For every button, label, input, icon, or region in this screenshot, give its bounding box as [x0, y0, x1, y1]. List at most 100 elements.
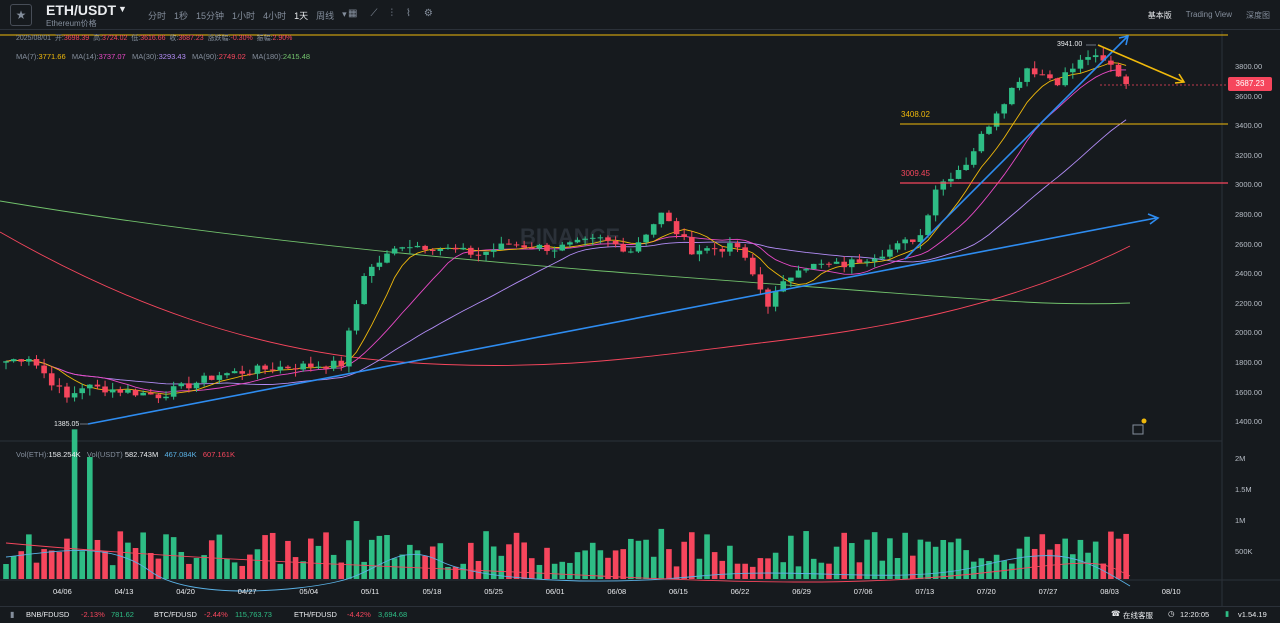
support-link[interactable]: 在线客服	[1123, 611, 1153, 620]
star-icon[interactable]: ★	[10, 4, 32, 26]
candle	[315, 366, 322, 368]
volume-bar	[551, 563, 558, 579]
volume-bar	[833, 546, 840, 579]
interval-tab-active[interactable]: 1天	[294, 11, 309, 21]
chevron-down-icon[interactable]: ▾	[342, 9, 347, 19]
interval-tab[interactable]: 1小时	[232, 11, 256, 21]
volume-bar	[109, 565, 116, 579]
volume-bar	[1009, 563, 1015, 579]
volume-bar	[269, 532, 276, 579]
interval-tab[interactable]: 周线	[316, 11, 335, 21]
volume-bar	[1024, 536, 1030, 579]
candle	[978, 133, 985, 152]
candle-type-icon[interactable]: ⫶	[390, 8, 393, 19]
volume-bar	[795, 566, 802, 579]
candle	[658, 212, 665, 225]
candle	[94, 384, 101, 387]
volume-bar	[1047, 549, 1053, 579]
volume-bar	[498, 555, 505, 579]
candle	[102, 386, 108, 393]
candle	[1108, 60, 1114, 65]
volume-bar	[1039, 534, 1046, 579]
draw-icon[interactable]: ⟋	[370, 8, 378, 19]
volume-bar	[879, 560, 886, 579]
candle	[1031, 68, 1038, 75]
ma-value: 3771.66	[38, 52, 66, 61]
volume-bar	[1108, 531, 1114, 579]
symbol-subtitle[interactable]: Ethereum价格	[46, 19, 97, 28]
level-label: 3009.45	[901, 169, 930, 178]
volume-bar	[620, 549, 627, 579]
ticker-symbol[interactable]: BNB/FDUSD	[26, 610, 70, 619]
volume-bar	[277, 563, 284, 579]
ticker-symbol[interactable]: BTC/FDUSD	[154, 610, 197, 619]
chevron-down-icon[interactable]: ▼	[118, 4, 127, 14]
vol-legend[interactable]: Vol(ETH):158.254K Vol(USDT) 582.743M 467…	[16, 450, 235, 459]
price-tick: 2000.00	[1235, 328, 1263, 338]
volume-bar	[673, 566, 680, 579]
volume-bar	[970, 561, 977, 579]
crosshair-icon[interactable]: ▦	[348, 8, 358, 19]
volume-bar	[71, 429, 78, 579]
candle	[506, 243, 512, 245]
trend-line	[87, 217, 1157, 425]
volume-bar	[186, 563, 192, 579]
candle	[285, 366, 291, 369]
candle	[71, 393, 78, 398]
vol-ma-value: 607.161K	[202, 450, 235, 459]
candle	[1100, 55, 1107, 61]
date-tick: 07/13	[915, 587, 935, 596]
volume-bar	[803, 531, 809, 579]
interval-tab[interactable]: 15分钟	[196, 11, 225, 21]
volume-bar	[765, 558, 771, 579]
candle	[445, 247, 451, 249]
date-tick: 06/15	[669, 587, 688, 596]
interval-tab[interactable]: 4小时	[263, 11, 287, 21]
date-tick: 06/01	[545, 587, 565, 596]
headset-icon[interactable]: ☎	[1111, 609, 1121, 618]
candle	[528, 247, 535, 249]
volume-bar	[201, 555, 207, 579]
vol-label: Vol(USDT)	[86, 450, 123, 459]
signal-icon: ▮	[10, 610, 15, 619]
candle	[399, 247, 406, 249]
view-tab-depth[interactable]: 深度图	[1246, 11, 1270, 20]
candle	[612, 240, 619, 245]
volume-bar	[734, 563, 741, 579]
candle	[3, 361, 9, 363]
view-tab-tradingview[interactable]: Trading View	[1185, 10, 1232, 19]
vol-ma-value: 467.084K	[164, 450, 197, 459]
candle	[727, 243, 733, 252]
indicator-icon[interactable]: ⌇	[405, 8, 411, 19]
vol-label: Vol(ETH):	[16, 450, 49, 459]
view-tab-basic[interactable]: 基本版	[1147, 11, 1172, 20]
symbol-title[interactable]: ETH/USDT	[46, 2, 116, 18]
candle	[193, 382, 200, 389]
price-chart[interactable]: BINANCE	[0, 31, 1280, 606]
signal-icon: ▮	[1225, 609, 1230, 618]
ticker-symbol[interactable]: ETH/FDUSD	[294, 610, 337, 619]
candle	[1054, 78, 1061, 86]
ohlc-label: 振幅:	[256, 35, 273, 42]
candle	[810, 263, 817, 270]
ohlc-label: 收:	[169, 35, 179, 42]
candle	[475, 254, 482, 256]
price-tick: 2800.00	[1235, 210, 1263, 219]
price-tick: 3200.00	[1235, 150, 1263, 160]
candle	[963, 164, 969, 171]
volume-bar	[231, 562, 238, 579]
volume-bar	[528, 558, 535, 579]
date-tick: 07/27	[1038, 587, 1058, 596]
interval-tab[interactable]: 分时	[148, 11, 167, 21]
ma-line	[5, 119, 1127, 385]
candle	[452, 247, 459, 250]
ma-label: MA(30):	[131, 52, 159, 61]
volume-bar	[894, 558, 901, 579]
ohlc-label: 高:	[93, 35, 103, 42]
candle	[833, 261, 840, 264]
ma-legend[interactable]: MA(7):3771.66 MA(14):3737.07 MA(30):3293…	[16, 52, 310, 61]
settings-icon[interactable]: ⚙	[423, 8, 433, 19]
volume-bar	[887, 538, 893, 579]
ma-value: 2415.48	[282, 52, 311, 61]
interval-tab[interactable]: 1秒	[174, 11, 189, 21]
